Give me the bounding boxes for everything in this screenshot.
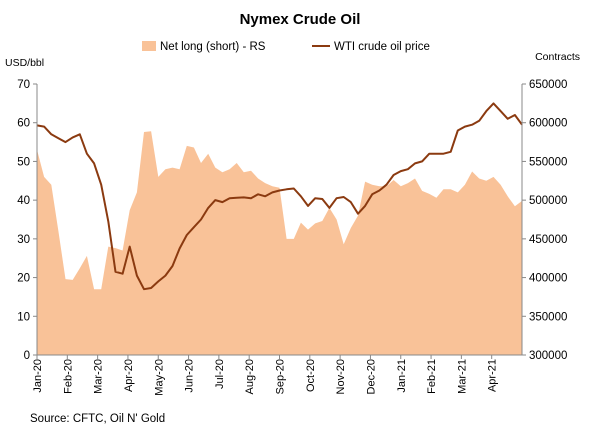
- x-tick-label: Jan-20: [32, 359, 44, 393]
- right-tick-label: 450000: [529, 234, 567, 246]
- x-tick-label: Apr-21: [487, 359, 499, 392]
- legend-swatch-net-long: [142, 41, 156, 51]
- right-tick-label: 500000: [529, 195, 567, 207]
- x-tick-label: Jun-20: [184, 359, 196, 393]
- left-tick-label: 20: [17, 273, 30, 285]
- x-tick-label: Apr-20: [123, 359, 135, 392]
- legend-label-net-long: Net long (short) - RS: [160, 41, 266, 53]
- x-tick-label: Nov-20: [335, 359, 347, 394]
- net-long-area: [37, 131, 522, 355]
- legend-label-wti: WTI crude oil price: [334, 41, 430, 53]
- x-tick-label: Jan-21: [396, 359, 408, 393]
- chart-title: Nymex Crude Oil: [240, 11, 361, 28]
- left-axis-unit: USD/bbl: [5, 57, 44, 69]
- wti-price-line: [36, 102, 523, 291]
- left-tick-label: 70: [17, 79, 30, 91]
- right-tick-label: 600000: [529, 118, 567, 130]
- x-tick-label: May-20: [153, 359, 165, 396]
- x-tick-label: Dec-20: [365, 359, 377, 394]
- plot-area: [36, 84, 523, 356]
- right-tick-label: 550000: [529, 156, 567, 168]
- x-tick-label: Mar-20: [93, 359, 105, 394]
- left-tick-label: 60: [17, 118, 30, 130]
- left-axis-ticks: 0 10 20 30 40 50 60 70: [17, 79, 37, 362]
- x-axis-ticks: Jan-20 Feb-20 Mar-20 Apr-20 May-20 Jun-20 Jul-…: [32, 355, 499, 396]
- x-tick-label: Feb-20: [62, 359, 74, 394]
- left-tick-label: 40: [17, 195, 30, 207]
- x-tick-label: Oct-20: [305, 359, 317, 392]
- right-tick-label: 400000: [529, 273, 567, 285]
- legend: Net long (short) - RS WTI crude oil pric…: [142, 41, 430, 53]
- left-tick-label: 30: [17, 234, 30, 246]
- left-tick-label: 10: [17, 311, 30, 323]
- right-tick-label: 350000: [529, 311, 567, 323]
- x-tick-label: Sep-20: [275, 359, 287, 394]
- left-tick-label: 0: [24, 350, 30, 362]
- left-tick-label: 50: [17, 156, 30, 168]
- right-tick-label: 650000: [529, 79, 567, 91]
- x-tick-label: Jul-20: [214, 359, 226, 389]
- x-tick-label: Mar-21: [456, 359, 468, 394]
- x-tick-label: Aug-20: [244, 359, 256, 394]
- right-axis-ticks: 300000 350000 400000 450000 500000 550000 6000…: [522, 79, 567, 362]
- right-axis-unit: Contracts: [535, 51, 580, 63]
- x-tick-label: Feb-21: [426, 359, 438, 394]
- source-note: Source: CFTC, Oil N' Gold: [30, 413, 165, 425]
- right-tick-label: 300000: [529, 350, 567, 362]
